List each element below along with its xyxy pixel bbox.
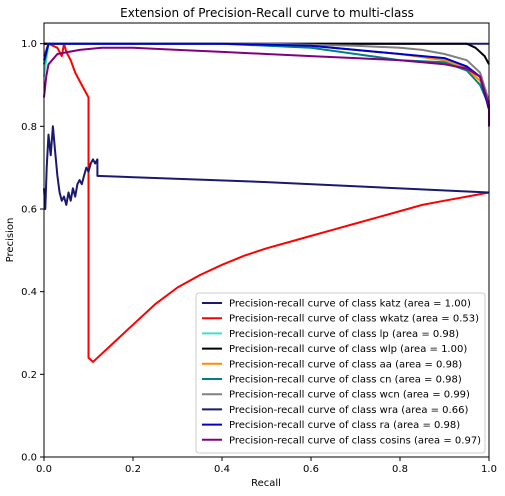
legend-entry: Precision-recall curve of class cosins (… <box>229 435 481 446</box>
series-line-1 <box>44 42 490 363</box>
x-tick-label: 0.4 <box>214 464 230 475</box>
plot-frame <box>43 22 490 458</box>
legend-entry: Precision-recall curve of class cn (area… <box>229 375 462 386</box>
chart-title: Extension of Precision-Recall curve to m… <box>120 6 414 20</box>
y-tick-label: 0.8 <box>21 122 37 133</box>
x-axis-title: Recall <box>251 478 281 489</box>
legend-entry: Precision-recall curve of class aa (area… <box>229 359 462 370</box>
y-tick-label: 0.0 <box>21 453 37 464</box>
legend-box <box>195 292 486 454</box>
legend-entry: Precision-recall curve of class wcn (are… <box>229 390 470 401</box>
x-tick-label: 0.8 <box>392 464 408 475</box>
series-layer <box>43 42 490 363</box>
legend-entry: Precision-recall curve of class wkatz (a… <box>229 314 479 325</box>
legend-entry: Precision-recall curve of class wra (are… <box>229 405 468 416</box>
x-tick-label: 1.0 <box>481 464 497 475</box>
series-line-9 <box>43 46 490 127</box>
legend-entry: Precision-recall curve of class katz (ar… <box>229 299 471 310</box>
y-tick-label: 1.0 <box>21 39 37 50</box>
y-tick-label: 0.2 <box>21 370 37 381</box>
y-tick-label: 0.6 <box>21 205 37 216</box>
legend: Precision-recall curve of class katz (ar… <box>195 292 486 454</box>
series-line-7 <box>43 125 490 210</box>
y-tick-label: 0.4 <box>21 287 37 298</box>
legend-entry: Precision-recall curve of class lp (area… <box>229 329 459 340</box>
x-tick-label: 0.2 <box>125 464 141 475</box>
legend-entry: Precision-recall curve of class ra (area… <box>229 420 460 431</box>
x-axis: 0.0 0.2 0.4 0.6 0.8 1.0 <box>36 457 497 475</box>
x-tick-label: 0.6 <box>303 464 319 475</box>
y-axis-title: Precision <box>5 218 16 263</box>
x-tick-label: 0.0 <box>36 464 52 475</box>
legend-entry: Precision-recall curve of class wlp (are… <box>229 344 467 355</box>
y-axis: 0.0 0.2 0.4 0.6 0.8 1.0 <box>21 39 44 464</box>
